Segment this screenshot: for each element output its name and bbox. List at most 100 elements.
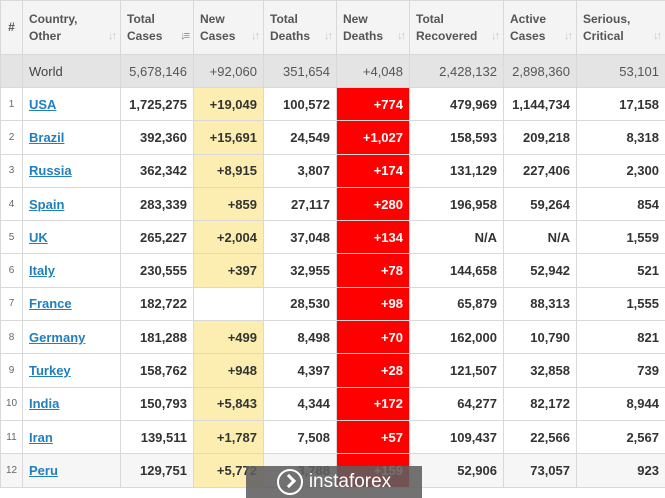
- rank-cell: 9: [0, 353, 23, 388]
- table-header: # Country, Other ↓↑ Total Cases ↓≡ New Cases ↓…: [0, 0, 665, 55]
- country-link[interactable]: USA: [29, 96, 57, 112]
- active-cases-cell: 32,858: [503, 353, 577, 388]
- serious-critical-cell: 1,559: [576, 220, 665, 255]
- country-link[interactable]: France: [29, 296, 72, 312]
- total-cases-cell: 158,762: [120, 353, 194, 388]
- active-cases-cell: 10,790: [503, 320, 577, 355]
- country-cell: Peru: [22, 453, 121, 488]
- country-link[interactable]: UK: [29, 229, 48, 245]
- header-label: New Deaths: [343, 11, 384, 43]
- new-cases-cell: +499: [193, 320, 264, 355]
- rank-cell: 11: [0, 419, 23, 455]
- total-deaths-cell: 8,498: [263, 320, 337, 355]
- new-cases-cell: +5,843: [193, 386, 264, 421]
- total-deaths-cell: 7,508: [263, 419, 337, 455]
- serious-critical-cell: 2,300: [576, 153, 665, 188]
- new-cases-cell: +19,049: [193, 86, 264, 122]
- header-new-deaths[interactable]: New Deaths ↓↑: [336, 0, 410, 55]
- new-cases-cell: +859: [193, 186, 264, 222]
- country-link[interactable]: Spain: [29, 196, 65, 212]
- country-link[interactable]: Germany: [29, 329, 86, 345]
- total-deaths-cell: 24,549: [263, 120, 337, 155]
- table-row: 9 Turkey 158,762 +948 4,397 +28 121,507 32,858 7…: [0, 353, 665, 388]
- total-deaths-cell: 27,117: [263, 186, 337, 222]
- total-recovered-cell: 196,958: [409, 186, 504, 222]
- sort-icon[interactable]: ↓↑: [251, 30, 260, 42]
- total-cases-cell: 362,342: [120, 153, 194, 188]
- total-recovered-cell: 2,428,132: [409, 54, 504, 88]
- header-label: Total Cases: [127, 11, 163, 43]
- total-cases-cell: 129,751: [120, 453, 194, 488]
- header-row: # Country, Other ↓↑ Total Cases ↓≡ New Cases ↓…: [0, 0, 665, 55]
- header-total-recovered[interactable]: Total Recovered ↓↑: [409, 0, 504, 55]
- header-active-cases[interactable]: Active Cases ↓↑: [503, 0, 577, 55]
- table-row: 4 Spain 283,339 +859 27,117 +280 196,958 59,264…: [0, 186, 665, 222]
- table-row: 11 Iran 139,511 +1,787 7,508 +57 109,437 22,566…: [0, 419, 665, 455]
- watermark-text: instaforex: [308, 471, 392, 492]
- country-cell: India: [22, 386, 121, 421]
- new-deaths-cell: +57: [336, 419, 410, 455]
- table-row: 8 Germany 181,288 +499 8,498 +70 162,000 10,790…: [0, 320, 665, 355]
- sort-icon[interactable]: ↓↑: [108, 30, 117, 42]
- country-link[interactable]: Italy: [29, 263, 56, 279]
- country-link[interactable]: Brazil: [29, 129, 65, 145]
- sort-icon[interactable]: ↓↑: [324, 30, 333, 42]
- sort-icon[interactable]: ↓↑: [397, 30, 406, 42]
- country-link[interactable]: India: [29, 396, 60, 412]
- country-cell: USA: [22, 86, 121, 122]
- country-link[interactable]: Turkey: [29, 363, 71, 379]
- total-cases-cell: 265,227: [120, 220, 194, 255]
- header-total-cases[interactable]: Total Cases ↓≡: [120, 0, 194, 55]
- sort-icon[interactable]: ↓↑: [491, 30, 500, 42]
- total-deaths-cell: 37,048: [263, 220, 337, 255]
- country-link[interactable]: Peru: [29, 462, 58, 478]
- total-recovered-cell: 64,277: [409, 386, 504, 421]
- country-cell: Germany: [22, 320, 121, 355]
- new-deaths-cell: +78: [336, 253, 410, 288]
- rank-cell: 2: [0, 120, 23, 155]
- active-cases-cell: 1,144,734: [503, 86, 577, 122]
- instaforex-logo-icon: [276, 469, 303, 495]
- sort-icon[interactable]: ↓↑: [653, 30, 662, 42]
- total-recovered-cell: 131,129: [409, 153, 504, 188]
- table-body: World 5,678,146 +92,060 351,654 +4,048 2,428,…: [0, 54, 665, 488]
- table-row: 6 Italy 230,555 +397 32,955 +78 144,658 52,942 5…: [0, 253, 665, 288]
- active-cases-cell: 73,057: [503, 453, 577, 488]
- total-cases-cell: 182,722: [120, 286, 194, 322]
- total-cases-cell: 150,793: [120, 386, 194, 421]
- new-deaths-cell: +174: [336, 153, 410, 188]
- country-label: World: [29, 63, 63, 79]
- serious-critical-cell: 854: [576, 186, 665, 222]
- header-country[interactable]: Country, Other ↓↑: [22, 0, 121, 55]
- rank-cell: 8: [0, 320, 23, 355]
- new-deaths-cell: +280: [336, 186, 410, 222]
- country-cell: Brazil: [22, 120, 121, 155]
- total-deaths-cell: 351,654: [263, 54, 337, 88]
- sort-icon[interactable]: ↓↑: [564, 30, 573, 42]
- country-cell: Turkey: [22, 353, 121, 388]
- active-cases-cell: 2,898,360: [503, 54, 577, 88]
- header-total-deaths[interactable]: Total Deaths ↓↑: [263, 0, 337, 55]
- header-serious-critical[interactable]: Serious, Critical ↓↑: [576, 0, 665, 55]
- country-link[interactable]: Iran: [29, 429, 53, 445]
- country-cell: Italy: [22, 253, 121, 288]
- active-cases-cell: 59,264: [503, 186, 577, 222]
- header-label: Serious, Critical: [583, 11, 631, 43]
- active-cases-cell: 88,313: [503, 286, 577, 322]
- rank-cell: 10: [0, 386, 23, 421]
- serious-critical-cell: 2,567: [576, 419, 665, 455]
- new-deaths-cell: +134: [336, 220, 410, 255]
- table-row: 1 USA 1,725,275 +19,049 100,572 +774 479,969 1,…: [0, 86, 665, 122]
- country-link[interactable]: Russia: [29, 163, 72, 179]
- header-new-cases[interactable]: New Cases ↓↑: [193, 0, 264, 55]
- country-cell: Russia: [22, 153, 121, 188]
- total-deaths-cell: 4,344: [263, 386, 337, 421]
- instaforex-watermark: instaforex: [246, 466, 422, 498]
- new-cases-cell: +92,060: [193, 54, 264, 88]
- new-deaths-cell: +4,048: [336, 54, 410, 88]
- header-label: New Cases: [200, 11, 236, 43]
- sort-desc-icon[interactable]: ↓≡: [180, 30, 190, 42]
- total-recovered-cell: 52,906: [409, 453, 504, 488]
- active-cases-cell: 52,942: [503, 253, 577, 288]
- total-deaths-cell: 28,530: [263, 286, 337, 322]
